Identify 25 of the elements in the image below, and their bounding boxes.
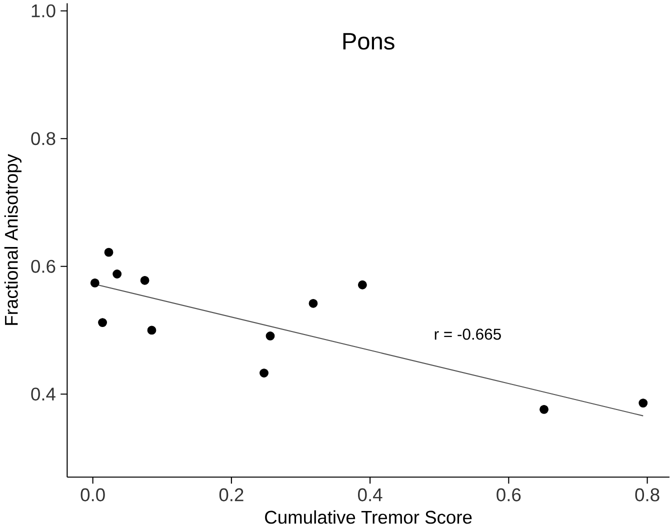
text: Pons (343, 33, 394, 50)
x-tick-label: 0.6 (496, 488, 521, 502)
y-tick-label: 1.0 (32, 4, 56, 18)
point (98, 318, 107, 327)
point (90, 278, 100, 288)
point (540, 404, 548, 414)
x-tick-label: 0.4 (358, 488, 382, 502)
x-tick-label: 0.0 (80, 488, 105, 502)
y-tick-label: 0.8 (31, 132, 56, 146)
y-tick-label: 0.4 (31, 388, 56, 401)
x-tick-label: 0.2 (219, 488, 244, 502)
point (358, 280, 367, 290)
x-tick-label: 0.8 (635, 488, 660, 502)
point (266, 331, 275, 340)
x-axis-title: Cumulative Tremor Score (265, 510, 472, 524)
point (260, 368, 268, 378)
y-tick-label: 0.6 (31, 260, 56, 273)
point (308, 298, 318, 308)
y-axis-title: Fractional Anisotropy (4, 154, 22, 325)
annotation: r = -0.665 (434, 328, 501, 340)
point (147, 326, 156, 335)
point (638, 398, 648, 408)
point (112, 269, 122, 278)
point (140, 276, 150, 285)
point (104, 248, 114, 257)
